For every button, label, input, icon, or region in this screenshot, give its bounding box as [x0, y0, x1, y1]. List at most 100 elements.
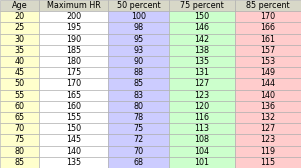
- Bar: [108, 34, 169, 45]
- Text: 155: 155: [66, 113, 81, 122]
- Bar: [108, 112, 169, 123]
- Bar: [39, 78, 108, 90]
- Bar: [39, 112, 108, 123]
- Text: 180: 180: [66, 57, 81, 66]
- Bar: [0, 34, 39, 45]
- Text: 72: 72: [133, 136, 144, 144]
- Text: 200: 200: [66, 12, 81, 21]
- Text: 123: 123: [260, 136, 275, 144]
- Bar: [108, 146, 169, 157]
- Bar: [169, 67, 235, 78]
- Text: 80: 80: [14, 147, 25, 156]
- Bar: [108, 56, 169, 67]
- Text: 146: 146: [194, 24, 209, 32]
- Bar: [39, 134, 108, 146]
- Bar: [0, 101, 39, 112]
- Text: 115: 115: [260, 158, 275, 167]
- Bar: [39, 11, 108, 22]
- Bar: [169, 101, 235, 112]
- Text: 85: 85: [14, 158, 25, 167]
- Bar: [0, 78, 39, 90]
- Text: 157: 157: [260, 46, 275, 55]
- Text: 170: 170: [66, 79, 81, 89]
- Bar: [235, 157, 301, 168]
- Text: 165: 165: [66, 91, 81, 100]
- Text: 25: 25: [14, 24, 25, 32]
- Bar: [169, 146, 235, 157]
- Bar: [39, 45, 108, 56]
- Text: 127: 127: [194, 79, 209, 89]
- Text: 170: 170: [260, 12, 275, 21]
- Bar: [169, 123, 235, 134]
- Bar: [235, 112, 301, 123]
- Text: 145: 145: [66, 136, 81, 144]
- Text: 70: 70: [133, 147, 144, 156]
- Bar: [235, 45, 301, 56]
- Text: 123: 123: [194, 91, 209, 100]
- Bar: [169, 45, 235, 56]
- Bar: [39, 146, 108, 157]
- Text: 60: 60: [14, 102, 25, 111]
- Text: 108: 108: [194, 136, 209, 144]
- Bar: [169, 56, 235, 67]
- Bar: [39, 67, 108, 78]
- Text: 93: 93: [133, 46, 144, 55]
- Text: 153: 153: [260, 57, 275, 66]
- Bar: [0, 22, 39, 34]
- Bar: [0, 90, 39, 101]
- Bar: [235, 90, 301, 101]
- Text: 50 percent: 50 percent: [117, 1, 160, 10]
- Text: 35: 35: [14, 46, 25, 55]
- Text: 88: 88: [133, 68, 144, 77]
- Bar: [108, 101, 169, 112]
- Bar: [235, 101, 301, 112]
- Text: 85 percent: 85 percent: [246, 1, 290, 10]
- Bar: [169, 0, 235, 11]
- Bar: [39, 22, 108, 34]
- Bar: [235, 11, 301, 22]
- Bar: [169, 90, 235, 101]
- Bar: [235, 0, 301, 11]
- Bar: [108, 45, 169, 56]
- Text: 135: 135: [194, 57, 209, 66]
- Bar: [0, 56, 39, 67]
- Text: 175: 175: [66, 68, 81, 77]
- Text: 113: 113: [194, 124, 209, 133]
- Text: 83: 83: [133, 91, 144, 100]
- Text: 78: 78: [133, 113, 144, 122]
- Bar: [108, 134, 169, 146]
- Bar: [0, 157, 39, 168]
- Bar: [108, 11, 169, 22]
- Text: 75 percent: 75 percent: [180, 1, 224, 10]
- Bar: [108, 0, 169, 11]
- Text: 142: 142: [194, 35, 209, 44]
- Bar: [0, 134, 39, 146]
- Text: 90: 90: [133, 57, 144, 66]
- Text: 135: 135: [66, 158, 81, 167]
- Bar: [169, 78, 235, 90]
- Bar: [169, 11, 235, 22]
- Text: 101: 101: [194, 158, 209, 167]
- Text: 95: 95: [133, 35, 144, 44]
- Text: 185: 185: [66, 46, 81, 55]
- Bar: [108, 123, 169, 134]
- Text: 75: 75: [14, 136, 25, 144]
- Text: 65: 65: [14, 113, 25, 122]
- Bar: [235, 22, 301, 34]
- Bar: [169, 134, 235, 146]
- Bar: [169, 157, 235, 168]
- Text: 100: 100: [131, 12, 146, 21]
- Text: 127: 127: [260, 124, 275, 133]
- Text: 150: 150: [194, 12, 209, 21]
- Bar: [235, 134, 301, 146]
- Bar: [39, 56, 108, 67]
- Bar: [235, 146, 301, 157]
- Text: 138: 138: [194, 46, 209, 55]
- Text: 140: 140: [260, 91, 275, 100]
- Bar: [39, 123, 108, 134]
- Text: 104: 104: [194, 147, 209, 156]
- Text: 20: 20: [14, 12, 25, 21]
- Bar: [108, 157, 169, 168]
- Bar: [108, 67, 169, 78]
- Bar: [235, 67, 301, 78]
